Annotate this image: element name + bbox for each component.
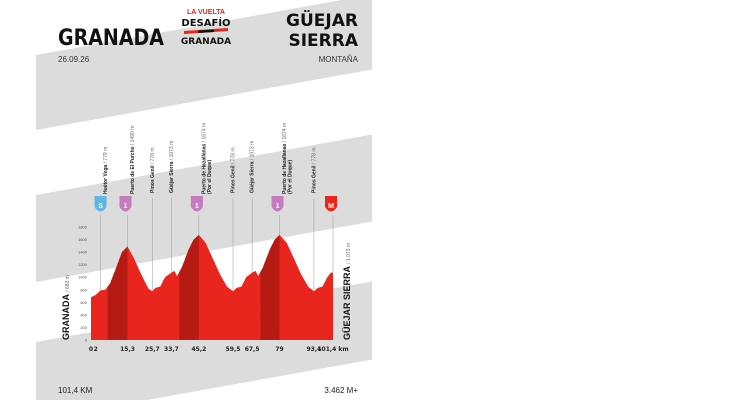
x-tick-label: 0 (89, 346, 93, 353)
waypoint-label: Güéjar Sierra / 1073 m (250, 141, 256, 193)
x-tick-label: 59,5 (226, 346, 241, 353)
start-altitude-label: GRANADA / 683 m (61, 275, 71, 340)
marker-label: 1 (276, 203, 280, 210)
x-tick-label: 2 (94, 346, 98, 353)
waypoint-label: Huétor Vega / 779 m (103, 147, 109, 194)
start-flag-icon (94, 196, 107, 212)
category-1-climb-icon (119, 196, 132, 212)
marker-label: 1 (124, 203, 128, 210)
waypoint-label-sub: (Por el Duque) (207, 159, 213, 194)
x-tick-label: 93,4 (307, 346, 322, 353)
y-tick-label: 0 (85, 338, 88, 343)
finish-city-line2: SIERRA (288, 31, 358, 51)
y-tick-label: 1800 (78, 225, 88, 230)
svg-text:DESAFÍO: DESAFÍO (181, 16, 230, 29)
y-tick-label: 1400 (78, 250, 88, 255)
marker-label: S (98, 203, 103, 210)
y-tick-label: 800 (80, 287, 87, 292)
stage-type: MONTAÑA (319, 55, 359, 64)
stage-date: 26.09.26 (58, 55, 90, 64)
category-1-climb-icon (271, 196, 284, 212)
waypoint-label-sub: (Por el Duque) (288, 159, 294, 194)
x-tick-label: 15,3 (120, 346, 135, 353)
waypoint-label: Puerto de El Purche / 1490 m (130, 126, 136, 194)
waypoint-label: Pinos Genil / 778 m (311, 147, 317, 193)
waypoint-label: Puerto de Hazallanas / 1674 m (282, 123, 288, 194)
waypoint-label: Pinos Genil / 778 m (150, 147, 156, 193)
finish-city-line1: GÜEJAR (286, 9, 358, 31)
x-tick-label: 45,2 (191, 346, 206, 353)
y-tick-label: 1200 (78, 262, 88, 267)
x-tick-label: 101,4 km (317, 346, 348, 353)
marker-label: M (328, 203, 334, 210)
waypoint-label: Pinos Genil / 778 m (231, 147, 237, 193)
climb-segment (260, 234, 280, 340)
x-tick-label: 79 (275, 346, 283, 353)
category-1-climb-icon (190, 196, 203, 212)
la-vuelta-desafio-logo: LA VUELTA DESAFÍO GRANADA (181, 9, 231, 47)
waypoint-label: Güéjar Sierra / 1073 m (169, 141, 175, 193)
background-band (36, 134, 372, 282)
marker-label: 1 (195, 203, 199, 210)
total-distance: 101,4 KM (58, 386, 93, 395)
y-tick-label: 400 (80, 312, 87, 317)
svg-text:GRANADA: GRANADA (181, 37, 231, 47)
finish-castle-icon (325, 196, 337, 212)
y-tick-label: 1000 (78, 275, 88, 280)
elevation-gain: 3.462 M+ (324, 386, 358, 395)
background-band (36, 0, 372, 130)
y-tick-label: 200 (80, 325, 87, 330)
start-city: GRANADA (58, 25, 164, 51)
svg-text:LA VUELTA: LA VUELTA (187, 9, 225, 16)
x-tick-label: 33,7 (164, 346, 179, 353)
climb-segment (107, 246, 128, 340)
waypoint-label: Puerto de Hazallanas / 1674 m (201, 123, 207, 194)
x-tick-label: 67,5 (245, 346, 260, 353)
climb-segment (179, 234, 199, 340)
finish-altitude-label: GÜEJAR SIERRA / 1.073 m (342, 243, 352, 340)
y-tick-label: 1600 (78, 237, 88, 242)
x-tick-label: 25,7 (145, 346, 160, 353)
y-tick-label: 600 (80, 300, 87, 305)
